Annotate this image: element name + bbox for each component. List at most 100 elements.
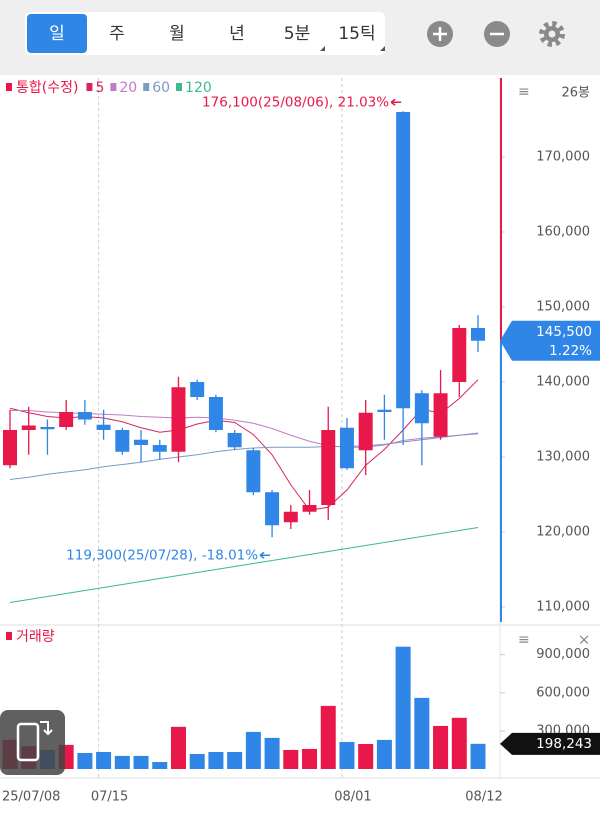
volume-bar [114,755,130,769]
volume-bar [227,751,243,769]
moving-average-line [9,527,479,603]
settings[interactable] [539,21,565,47]
y-tick-label: 150,000 [536,300,590,315]
candle-body [208,397,223,430]
legend-entry: 5 [95,80,104,96]
tab-group [25,12,385,55]
volume-bar [208,751,224,769]
y-tick-label: 110,000 [536,600,590,615]
candle-body [452,328,467,382]
volume-bar [433,725,449,769]
volume-bar [77,752,93,769]
x-tick-label: 25/07/08 [2,790,60,805]
volume-bar [302,748,318,769]
x-tick-label: 07/15 [91,790,128,805]
tab[interactable]: 주 [109,24,125,44]
candle-body [190,382,205,397]
candle-body [227,433,242,448]
tab-corner [380,46,385,51]
gear-teeth [539,21,565,47]
volume-bar [245,731,261,769]
candle-body [3,430,17,466]
menu-icon[interactable]: ≡ [518,84,530,100]
y-tick-label: 120,000 [536,525,590,540]
volume-bar [170,726,186,769]
zoom-in-icon [433,27,447,41]
rotate-arrow [40,721,53,736]
legend-entry: 60 [152,80,170,96]
candle-body [77,412,92,420]
candle-body [152,445,167,452]
volume-bar [320,705,336,769]
y-tick-label: 140,000 [536,375,590,390]
tab[interactable]: 일 [49,24,65,44]
candle-body [265,492,280,526]
current-price: 145,500 [536,324,592,340]
x-tick-label: 08/01 [334,790,371,805]
volume-bar [395,646,411,769]
candle-body [21,425,36,430]
bar-count: 26봉 [561,86,590,101]
candle-body [283,511,298,523]
candle-body [59,412,74,427]
rotate-phone [16,722,40,762]
candle-body [171,387,186,452]
current-change: 1.22% [549,343,592,359]
volume-bar [339,741,355,769]
y-tick-label: 170,000 [536,150,590,165]
volume-bar [283,749,299,769]
volume-bar [264,737,280,769]
tab[interactable]: 월 [169,24,185,44]
candle-body [358,412,373,451]
volume-title: 거래량 [16,629,55,645]
volume-bar [451,717,467,769]
last-volume-box [500,732,600,755]
legend-swatch [176,83,183,91]
annotation: 119,300(25/07/28), -18.01% [66,547,258,563]
volume-bar [470,743,486,769]
candle-body [40,427,55,430]
y-tick-label: 130,000 [536,450,590,465]
legend-swatch [110,83,117,91]
candle-body [414,393,429,424]
tab[interactable]: 15틱 [338,24,375,44]
annotation-arrow [390,98,402,106]
volume-bar [189,754,205,769]
legend-swatch [6,83,12,91]
candle-body [433,393,448,437]
current-price-box [500,320,600,361]
last-volume: 198,243 [536,736,592,752]
moving-average-line [9,432,479,480]
tab[interactable]: 년 [229,24,245,44]
legend-swatch [6,632,12,640]
candle-body [96,424,111,430]
rotate-button[interactable] [0,710,65,775]
legend-entry: 20 [119,80,137,96]
candle-body [396,112,411,409]
candle-body [339,427,354,469]
tab-corner [320,46,325,51]
candle-body [134,439,149,445]
legend-title: 통합(수정) [16,80,78,96]
volume-bar [376,739,392,769]
candle-body [377,409,392,412]
x-tick-label: 08/12 [465,790,502,805]
rotate-bg [0,710,65,775]
annotation-arrow [259,551,271,559]
candle-body [115,430,130,452]
candle-body [471,328,485,341]
y-tick-label: 900,000 [536,647,590,662]
volume-bar [152,762,168,769]
volume-close-icon[interactable]: × [578,631,591,649]
volume-bar [133,755,149,769]
y-tick-label: 160,000 [536,225,590,240]
tab-selected-bg [27,14,87,53]
volume-menu-icon[interactable]: ≡ [518,632,530,648]
tab[interactable]: 5분 [284,24,310,44]
candle-body [302,505,317,512]
legend-entry: 120 [185,80,212,96]
legend-swatch [86,83,93,91]
y-tick-label: 600,000 [536,685,590,700]
volume-bar [96,751,112,769]
